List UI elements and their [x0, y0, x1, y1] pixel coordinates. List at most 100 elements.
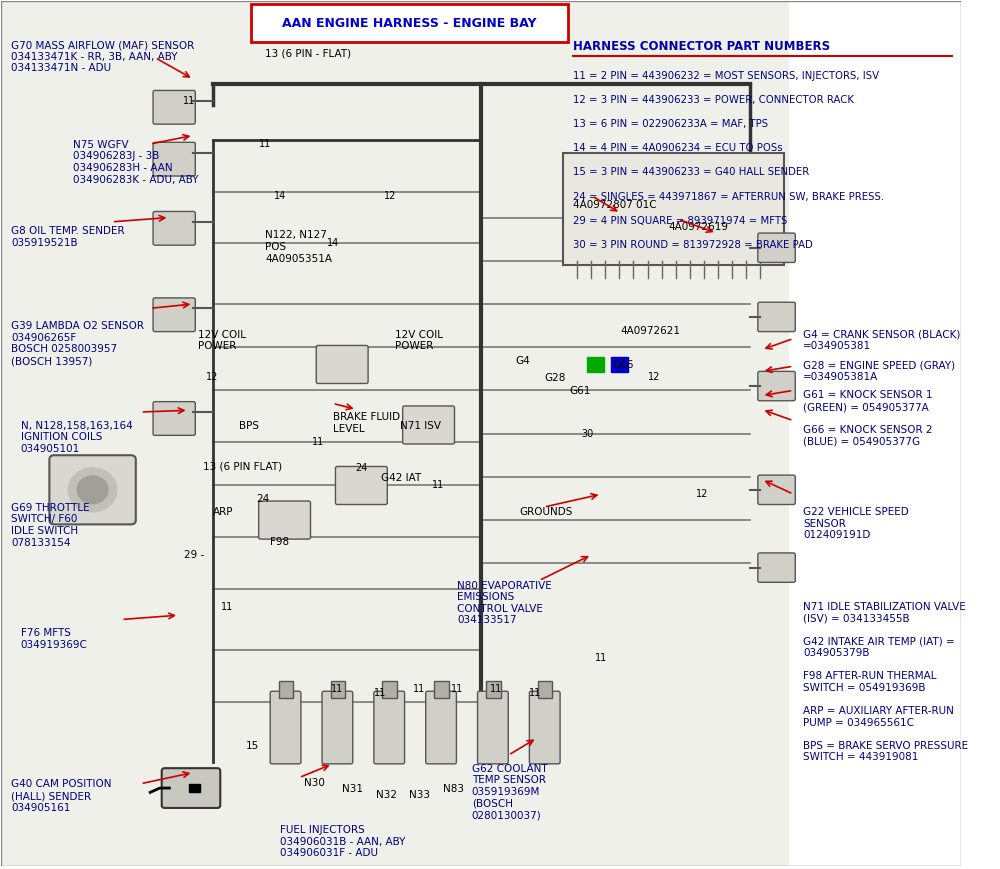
FancyBboxPatch shape — [270, 691, 301, 764]
Text: 14: 14 — [326, 238, 339, 249]
Text: 11: 11 — [490, 684, 502, 693]
FancyBboxPatch shape — [316, 346, 368, 383]
FancyBboxPatch shape — [331, 681, 345, 698]
Text: 4A0972621: 4A0972621 — [621, 326, 681, 335]
Text: 12: 12 — [696, 489, 708, 499]
Text: N80 EVAPORATIVE
EMISSIONS
CONTROL VALVE
034133517: N80 EVAPORATIVE EMISSIONS CONTROL VALVE … — [457, 580, 552, 626]
Circle shape — [69, 468, 117, 512]
FancyBboxPatch shape — [758, 371, 795, 401]
Text: 13 (6 PIN - FLAT): 13 (6 PIN - FLAT) — [265, 49, 352, 59]
Text: 12 = 3 PIN = 443906233 = POWER, CONNECTOR RACK: 12 = 3 PIN = 443906233 = POWER, CONNECTO… — [573, 95, 854, 105]
Text: G66: G66 — [612, 360, 633, 370]
Text: 11: 11 — [451, 684, 464, 693]
Text: N30: N30 — [304, 778, 325, 787]
Text: G39 LAMBDA O2 SENSOR
034906265F
BOSCH 0258003957
(BOSCH 13957): G39 LAMBDA O2 SENSOR 034906265F BOSCH 02… — [11, 322, 144, 366]
Text: 29 -: 29 - — [184, 550, 204, 561]
Text: G28: G28 — [545, 373, 566, 383]
Circle shape — [77, 476, 108, 504]
Text: 12: 12 — [206, 373, 219, 382]
Text: BRAKE FLUID
LEVEL: BRAKE FLUID LEVEL — [333, 412, 400, 434]
FancyBboxPatch shape — [434, 681, 449, 698]
Text: N122, N127
POS
4A0905351A: N122, N127 POS 4A0905351A — [265, 230, 332, 263]
FancyBboxPatch shape — [529, 691, 560, 764]
FancyBboxPatch shape — [538, 681, 552, 698]
Text: 24 = SINGLES = 443971867 = AFTERRUN SW, BRAKE PRESS.: 24 = SINGLES = 443971867 = AFTERRUN SW, … — [573, 191, 884, 202]
Text: G28 = ENGINE SPEED (GRAY)
=034905381A: G28 = ENGINE SPEED (GRAY) =034905381A — [803, 360, 955, 381]
FancyBboxPatch shape — [279, 681, 293, 698]
Text: G8 OIL TEMP. SENDER
035919521B: G8 OIL TEMP. SENDER 035919521B — [11, 226, 125, 248]
FancyBboxPatch shape — [758, 475, 795, 505]
Text: 24: 24 — [355, 463, 368, 474]
Text: G4 = CRANK SENSOR (BLACK)
=034905381: G4 = CRANK SENSOR (BLACK) =034905381 — [803, 330, 960, 351]
FancyBboxPatch shape — [162, 768, 220, 808]
Text: N71 IDLE STABILIZATION VALVE
(ISV) = 034133455B: N71 IDLE STABILIZATION VALVE (ISV) = 034… — [803, 602, 966, 624]
FancyBboxPatch shape — [374, 691, 405, 764]
Text: G40 CAM POSITION
(HALL) SENDER
034905161: G40 CAM POSITION (HALL) SENDER 034905161 — [11, 779, 111, 813]
Text: ARP: ARP — [213, 507, 233, 517]
Text: 4A0972619: 4A0972619 — [669, 222, 729, 232]
Text: N, N128,158,163,164
IGNITION COILS
034905101: N, N128,158,163,164 IGNITION COILS 03490… — [21, 421, 132, 454]
Text: FUEL INJECTORS
034906031B - AAN, ABY
034906031F - ADU: FUEL INJECTORS 034906031B - AAN, ABY 034… — [280, 826, 405, 859]
FancyBboxPatch shape — [403, 406, 454, 444]
Text: 11: 11 — [182, 96, 195, 106]
Text: 12V COIL
POWER: 12V COIL POWER — [198, 330, 246, 351]
Text: G42 INTAKE AIR TEMP (IAT) =
034905379B: G42 INTAKE AIR TEMP (IAT) = 034905379B — [803, 637, 955, 659]
Text: 11: 11 — [312, 437, 324, 448]
Text: N32: N32 — [376, 790, 397, 799]
Bar — [587, 356, 604, 372]
Text: 11: 11 — [259, 139, 272, 149]
Text: G4: G4 — [515, 355, 530, 366]
Text: 15 = 3 PIN = 443906233 = G40 HALL SENDER: 15 = 3 PIN = 443906233 = G40 HALL SENDER — [573, 168, 809, 177]
FancyBboxPatch shape — [1, 2, 789, 866]
FancyBboxPatch shape — [563, 153, 784, 265]
Text: 29 = 4 PIN SQUARE = 893971974 = MFTS: 29 = 4 PIN SQUARE = 893971974 = MFTS — [573, 216, 787, 226]
Text: 11: 11 — [413, 684, 425, 693]
Text: 11: 11 — [595, 653, 607, 663]
FancyBboxPatch shape — [153, 143, 195, 176]
Text: G66 = KNOCK SENSOR 2
(BLUE) = 054905377G: G66 = KNOCK SENSOR 2 (BLUE) = 054905377G — [803, 425, 932, 447]
Text: HARNESS CONNECTOR PART NUMBERS: HARNESS CONNECTOR PART NUMBERS — [573, 40, 830, 53]
Text: N71 ISV: N71 ISV — [400, 421, 441, 431]
Text: 12: 12 — [384, 191, 396, 201]
Text: N33: N33 — [409, 790, 430, 799]
FancyBboxPatch shape — [486, 681, 501, 698]
Text: 11: 11 — [529, 688, 541, 698]
Text: BPS: BPS — [239, 421, 259, 431]
Text: 15: 15 — [246, 740, 259, 751]
Text: N31: N31 — [342, 784, 363, 793]
Text: G42 IAT: G42 IAT — [381, 473, 421, 482]
FancyBboxPatch shape — [322, 691, 353, 764]
Text: G69 THROTTLE
SWITCH/ F60
IDLE SWITCH
078133154: G69 THROTTLE SWITCH/ F60 IDLE SWITCH 078… — [11, 503, 90, 547]
Text: 11: 11 — [374, 688, 387, 698]
FancyBboxPatch shape — [153, 401, 195, 435]
Text: 30: 30 — [581, 428, 593, 439]
FancyBboxPatch shape — [153, 90, 195, 124]
Text: 13 (6 PIN FLAT): 13 (6 PIN FLAT) — [203, 461, 282, 471]
Text: G61 = KNOCK SENSOR 1
(GREEN) = 054905377A: G61 = KNOCK SENSOR 1 (GREEN) = 054905377… — [803, 390, 932, 412]
Text: G70 MASS AIRFLOW (MAF) SENSOR
034133471K - RR, 3B, AAN, ABY
034133471N - ADU: G70 MASS AIRFLOW (MAF) SENSOR 034133471K… — [11, 40, 194, 74]
Text: BPS = BRAKE SERVO PRESSURE
SWITCH = 443919081: BPS = BRAKE SERVO PRESSURE SWITCH = 4439… — [803, 740, 968, 762]
Text: N75 WGFV
034906283J - 3B
034906283H - AAN
034906283K - ADU, ABY: N75 WGFV 034906283J - 3B 034906283H - AA… — [73, 140, 199, 184]
FancyBboxPatch shape — [251, 4, 568, 42]
Bar — [189, 784, 200, 793]
Text: ARP = AUXILIARY AFTER-RUN
PUMP = 034965561C: ARP = AUXILIARY AFTER-RUN PUMP = 0349655… — [803, 706, 954, 727]
Text: GROUNDS: GROUNDS — [520, 507, 573, 517]
Text: 12: 12 — [648, 373, 660, 382]
Text: N83: N83 — [443, 784, 464, 793]
FancyBboxPatch shape — [789, 2, 961, 866]
FancyBboxPatch shape — [382, 681, 397, 698]
Text: F98: F98 — [270, 537, 289, 547]
FancyBboxPatch shape — [153, 298, 195, 332]
Text: G62 COOLANT
TEMP SENSOR
035919369M
(BOSCH
0280130037): G62 COOLANT TEMP SENSOR 035919369M (BOSC… — [472, 764, 547, 820]
Text: 30 = 3 PIN ROUND = 813972928 = BRAKE PAD: 30 = 3 PIN ROUND = 813972928 = BRAKE PAD — [573, 240, 812, 250]
Bar — [611, 356, 628, 372]
FancyBboxPatch shape — [259, 501, 310, 539]
FancyBboxPatch shape — [758, 302, 795, 332]
Text: F98 AFTER-RUN THERMAL
SWITCH = 054919369B: F98 AFTER-RUN THERMAL SWITCH = 054919369… — [803, 672, 936, 693]
Text: 12V COIL
POWER: 12V COIL POWER — [395, 330, 443, 351]
Text: 13 = 6 PIN = 022906233A = MAF, TPS: 13 = 6 PIN = 022906233A = MAF, TPS — [573, 119, 768, 129]
Text: AAN ENGINE HARNESS - ENGINE BAY: AAN ENGINE HARNESS - ENGINE BAY — [282, 17, 537, 30]
Text: G22 VEHICLE SPEED
SENSOR
012409191D: G22 VEHICLE SPEED SENSOR 012409191D — [803, 507, 909, 541]
Text: 11: 11 — [221, 601, 233, 612]
Text: 11: 11 — [432, 481, 444, 490]
